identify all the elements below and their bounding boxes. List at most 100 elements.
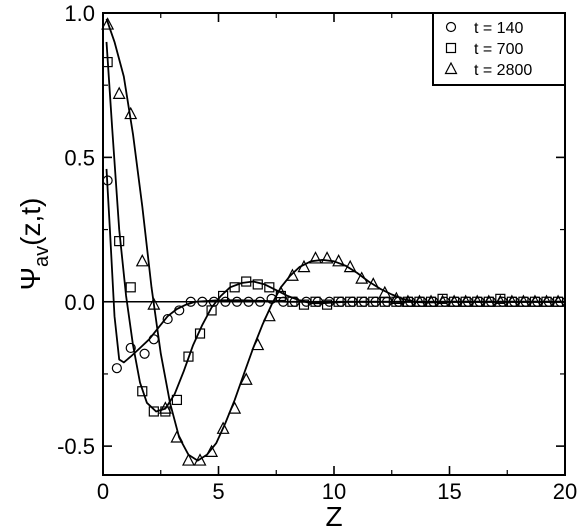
square-point	[368, 296, 379, 307]
triangle-point	[459, 294, 473, 307]
triangle-point	[505, 294, 519, 307]
x-tick-label: 5	[212, 479, 224, 504]
x-axis-title: Z	[325, 501, 342, 530]
triangle-point	[262, 308, 276, 322]
legend-label: t = 140	[474, 20, 523, 37]
triangle-point	[366, 277, 380, 290]
square-point	[298, 299, 310, 310]
triangle-point	[447, 294, 461, 307]
y-tick-label: 1.0	[64, 1, 95, 26]
triangle-point	[436, 294, 450, 307]
y-axis-title-subscript: av	[31, 246, 53, 267]
circle-point	[139, 348, 150, 359]
x-tick-label: 10	[322, 479, 346, 504]
legend-label: t = 700	[474, 41, 523, 58]
square-point	[345, 296, 356, 307]
triangle-point	[493, 294, 507, 307]
triangle-point	[216, 421, 230, 434]
series-1-markers	[102, 175, 566, 374]
square-point	[148, 406, 159, 417]
y-axis-title-symbol: Ψ	[15, 267, 46, 290]
triangle-point	[101, 17, 115, 30]
y-tick-label: -0.5	[57, 434, 95, 459]
x-tick-label: 15	[437, 479, 461, 504]
triangle-point	[135, 254, 149, 267]
square-point	[321, 299, 333, 310]
y-tick-label: 0.0	[64, 290, 95, 315]
square-point	[252, 279, 263, 290]
circle-point	[162, 313, 173, 325]
legend: t = 140 t = 700 t = 2800	[432, 12, 566, 86]
square-point	[310, 296, 321, 307]
triangle-point	[147, 297, 161, 310]
triangle-point	[181, 453, 195, 466]
triangle-point	[309, 251, 323, 264]
square-point	[183, 351, 194, 362]
triangle-point	[205, 444, 219, 457]
triangle-point	[528, 294, 542, 307]
square-point	[194, 328, 206, 339]
circle-point	[174, 305, 185, 316]
triangle-point	[343, 259, 357, 273]
data-markers	[101, 17, 566, 466]
triangle-point	[424, 294, 438, 307]
triangle-point	[516, 294, 530, 307]
fit-curve-3	[105, 18, 565, 462]
triangle-point	[170, 430, 184, 443]
triangle-point	[389, 291, 403, 304]
circle-point	[220, 296, 231, 307]
series-3-markers	[101, 17, 565, 466]
triangle-point	[228, 401, 242, 414]
circle-point	[111, 363, 122, 374]
square-point	[206, 305, 217, 316]
triangle-point	[239, 372, 253, 385]
square-point	[356, 296, 367, 307]
series-2-markers	[102, 56, 564, 417]
triangle-point	[378, 285, 392, 299]
y-tick-label: 0.5	[64, 145, 95, 170]
axis-ticks: 0 5 10 15 20 1.0 0.5 0.0 -0.5	[57, 1, 577, 504]
plot-area: 0 5 10 15 20 1.0 0.5 0.0 -0.5	[57, 1, 577, 504]
square-point	[287, 296, 298, 307]
legend-square-icon	[445, 42, 457, 54]
triangle-point	[285, 268, 299, 281]
square-point	[264, 282, 275, 293]
square-point	[125, 282, 136, 293]
x-axis-label: Z	[325, 501, 342, 530]
triangle-point	[401, 294, 415, 307]
triangle-point	[158, 401, 172, 414]
triangle-point	[355, 271, 369, 284]
circle-point	[231, 296, 243, 307]
square-point	[171, 394, 183, 406]
square-point	[241, 276, 252, 287]
square-point	[229, 282, 240, 293]
circle-point	[102, 175, 113, 186]
square-point	[102, 56, 113, 68]
triangle-point	[193, 453, 207, 466]
triangle-point	[551, 294, 565, 307]
circle-point	[148, 334, 159, 345]
triangle-point	[297, 259, 311, 273]
square-point	[218, 290, 229, 302]
circle-point	[185, 296, 196, 307]
triangle-point	[540, 294, 554, 307]
circle-point	[125, 342, 136, 354]
square-point	[137, 386, 148, 397]
x-tick-label: 20	[553, 479, 577, 504]
square-point	[114, 236, 125, 247]
triangle-point	[251, 337, 265, 351]
triangle-point	[470, 294, 484, 307]
legend-label: t = 2800	[474, 62, 532, 79]
y-axis-title: Ψav(z,t)	[15, 198, 53, 291]
square-point	[495, 293, 506, 304]
triangle-point	[320, 251, 334, 264]
triangle-point	[482, 294, 496, 307]
triangle-point	[412, 294, 426, 307]
triangle-point	[274, 285, 288, 299]
y-axis-label: Ψav(z,t)	[15, 198, 53, 291]
circle-point	[197, 296, 208, 307]
x-tick-label: 0	[97, 479, 109, 504]
triangle-point	[332, 254, 346, 267]
square-point	[333, 296, 344, 307]
